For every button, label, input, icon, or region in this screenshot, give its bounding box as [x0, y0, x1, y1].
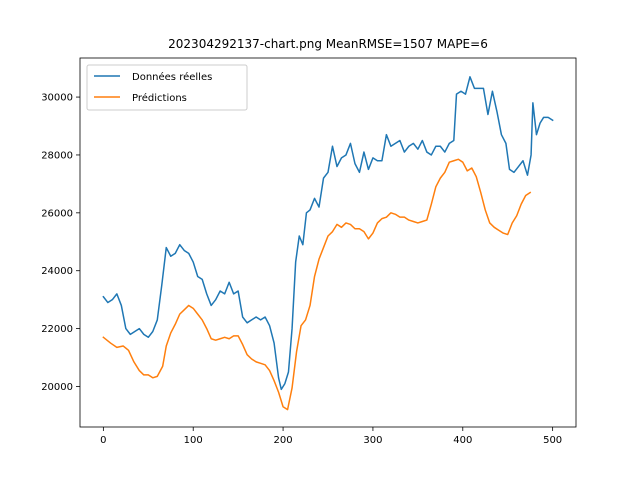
x-tick-label: 100 — [184, 435, 203, 446]
y-axis: 20000 22000 24000 26000 28000 30000 — [41, 93, 80, 393]
chart-title: 202304292137-chart.png MeanRMSE=1507 MAP… — [168, 37, 488, 51]
series-layer — [102, 76, 554, 411]
y-tick-label: 30000 — [41, 93, 73, 104]
plot-frame — [79, 57, 577, 428]
y-tick-label: 26000 — [41, 208, 73, 219]
x-tick-label: 300 — [363, 435, 382, 446]
legend: Données réelles Prédictions — [86, 64, 248, 111]
y-tick-label: 20000 — [41, 382, 73, 393]
x-tick-label: 0 — [100, 435, 106, 446]
series-line-1 — [102, 76, 554, 391]
y-tick-label: 22000 — [41, 324, 73, 335]
x-axis: 0 100 200 300 400 500 — [100, 427, 562, 446]
series-line-2 — [102, 158, 532, 411]
x-tick-label: 500 — [543, 435, 562, 446]
legend-label-series-1: Données réelles — [132, 71, 212, 83]
y-tick-label: 28000 — [41, 150, 73, 161]
x-tick-label: 200 — [274, 435, 293, 446]
x-tick-label: 400 — [453, 435, 472, 446]
legend-label-series-2: Prédictions — [132, 92, 187, 104]
y-tick-label: 24000 — [41, 266, 73, 277]
legend-box — [86, 64, 248, 111]
